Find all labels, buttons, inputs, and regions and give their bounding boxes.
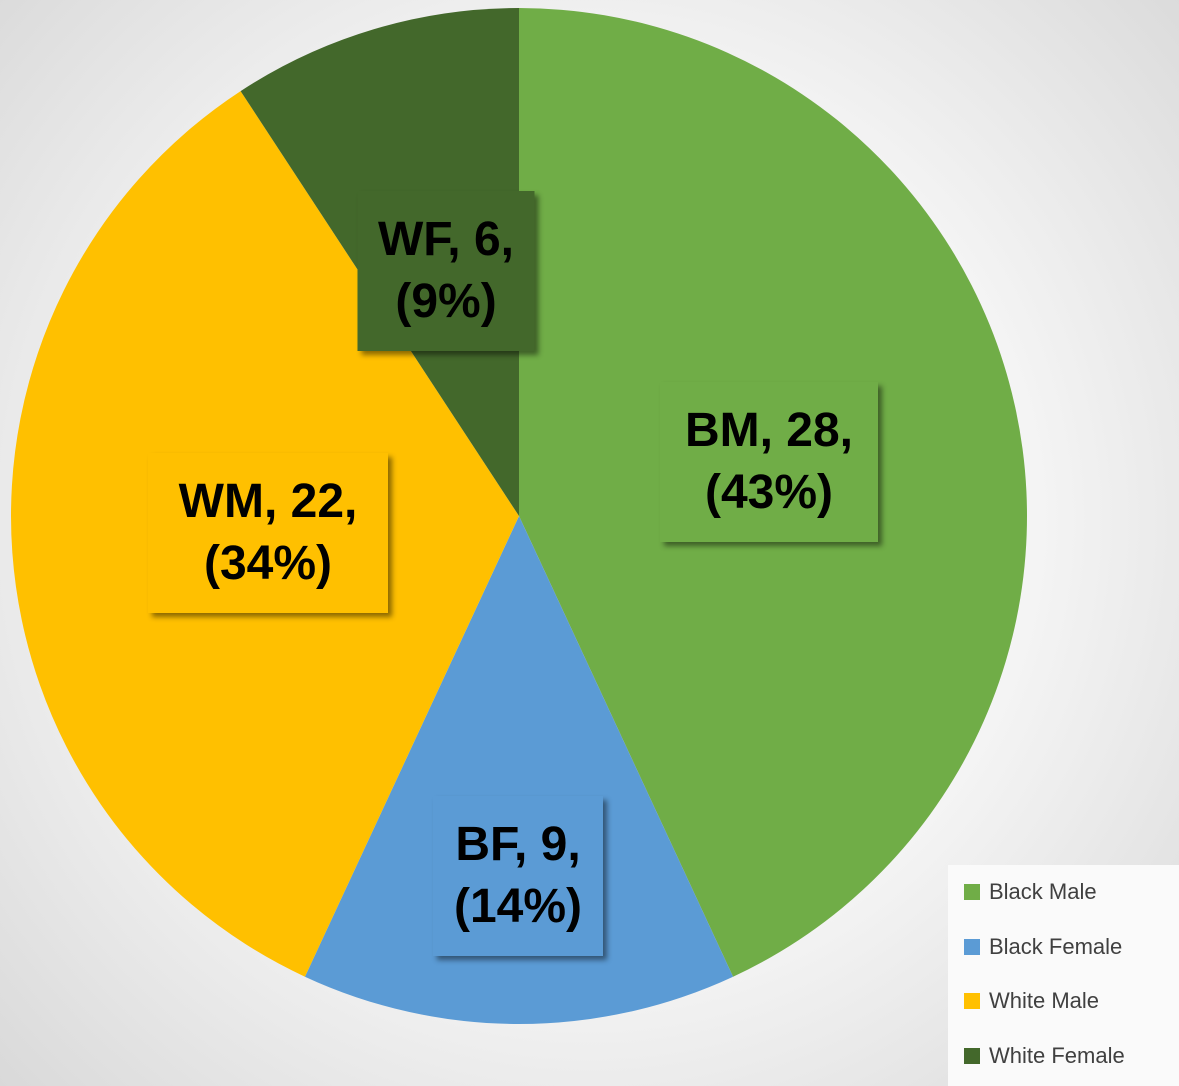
legend-item: Black Male xyxy=(964,879,1097,905)
legend-label: White Male xyxy=(989,988,1100,1013)
legend-swatch xyxy=(964,938,980,955)
legend-label: Black Female xyxy=(989,933,1123,959)
pie-slice xyxy=(304,516,734,1025)
data-label: WF, 6, (9%) xyxy=(357,191,535,351)
legend-swatch xyxy=(964,993,980,1009)
legend-swatch xyxy=(964,1047,980,1064)
data-label: BM, 28, (43%) xyxy=(660,382,878,542)
legend-item: White Female xyxy=(964,1043,1125,1069)
legend-label: White Female xyxy=(989,1042,1125,1068)
legend-label: Black Male xyxy=(989,879,1097,904)
legend-item: Black Female xyxy=(964,934,1122,960)
data-label: BF, 9, (14%) xyxy=(433,796,603,956)
legend-swatch xyxy=(964,884,980,900)
legend: Black Male Black Female White Male White Fe… xyxy=(948,865,1179,1086)
data-label: WM, 22, (34%) xyxy=(148,453,388,613)
legend-item: White Male xyxy=(964,988,1099,1014)
